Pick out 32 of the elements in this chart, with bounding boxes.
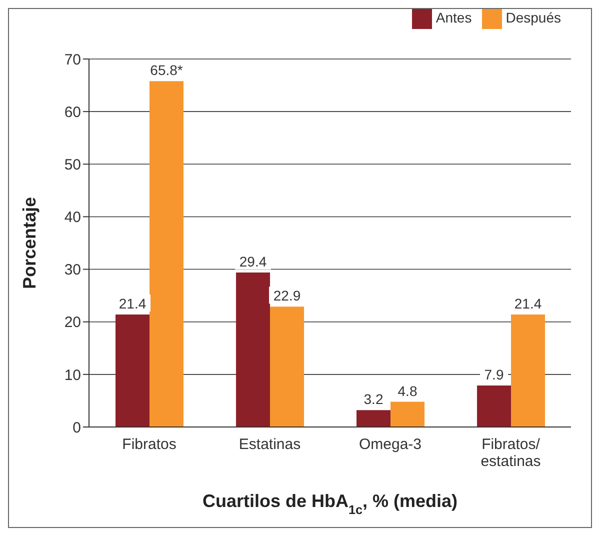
bar <box>236 272 270 427</box>
data-label: 21.4 <box>118 295 146 312</box>
y-tick-label: 10 <box>64 366 81 384</box>
y-axis-title: Porcentaje <box>19 196 40 290</box>
x-tick-label: Fibratos/ estatinas <box>480 436 541 470</box>
x-tick-label: Omega-3 <box>358 436 422 453</box>
data-label: 29.4 <box>239 253 267 270</box>
data-label: 7.9 <box>484 366 504 382</box>
y-tick-label: 50 <box>64 156 81 174</box>
bar <box>270 306 304 427</box>
y-tick-label: 40 <box>64 209 81 226</box>
data-label: 3.2 <box>364 391 384 408</box>
bar <box>116 314 150 427</box>
x-tick-label: Fibratos <box>122 436 176 453</box>
data-label: 65.8* <box>150 62 184 78</box>
y-tick-label: 60 <box>64 104 81 121</box>
x-tick-label: Estatinas <box>238 436 301 453</box>
legend-label: Antes <box>436 10 472 26</box>
data-label: 22.9 <box>273 288 301 304</box>
y-tick-label: 20 <box>64 314 81 332</box>
bar <box>511 314 546 427</box>
y-tick-label: 0 <box>72 419 81 436</box>
legend-label: Después <box>506 10 561 26</box>
data-label: 21.4 <box>514 295 542 312</box>
bar <box>390 402 425 427</box>
y-tick-label: 30 <box>64 262 81 279</box>
bar <box>150 81 184 427</box>
data-label: 4.8 <box>398 382 418 399</box>
bar <box>356 410 391 427</box>
bar <box>477 385 512 427</box>
x-axis-title: Cuartilos de HbA$_{1c}$, % (media) <box>202 491 458 517</box>
y-tick-label: 70 <box>64 51 81 68</box>
